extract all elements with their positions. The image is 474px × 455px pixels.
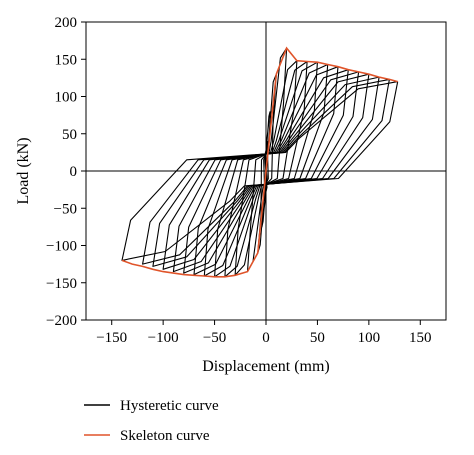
y-axis-title: Load (kN) — [15, 137, 32, 204]
y-tick-label: 100 — [55, 90, 78, 106]
x-tick-label: 150 — [409, 330, 432, 346]
y-tick-label: 0 — [70, 164, 78, 180]
x-tick-label: 100 — [358, 330, 381, 346]
y-tick-label: 200 — [55, 15, 78, 31]
hysteretic-loop — [172, 71, 360, 273]
y-tick-label: 150 — [55, 52, 78, 68]
legend: Hysteretic curve Skeleton curve — [84, 398, 219, 444]
y-tick-label: −50 — [54, 201, 77, 217]
y-tick-label: −150 — [46, 276, 77, 292]
skeleton-curve-line — [121, 46, 398, 278]
legend-label-hysteretic: Hysteretic curve — [120, 398, 219, 414]
x-tick-label: −50 — [203, 330, 226, 346]
x-axis-title: Displacement (mm) — [202, 358, 330, 375]
y-tick-label: 50 — [62, 127, 77, 143]
axis-ticks: −150 −100 −50 0 50 100 150 −200 −150 −100 −50 0 50 10… — [46, 15, 432, 346]
x-tick-label: −100 — [148, 330, 179, 346]
y-tick-label: −200 — [46, 313, 77, 329]
legend-label-skeleton: Skeleton curve — [120, 428, 210, 444]
y-tick-label: −100 — [46, 239, 77, 255]
x-tick-label: 50 — [310, 330, 325, 346]
x-tick-label: −150 — [96, 330, 127, 346]
x-tick-label: 0 — [262, 330, 270, 346]
hysteretic-curve-group — [121, 47, 399, 278]
hysteretic-loop — [183, 69, 349, 274]
